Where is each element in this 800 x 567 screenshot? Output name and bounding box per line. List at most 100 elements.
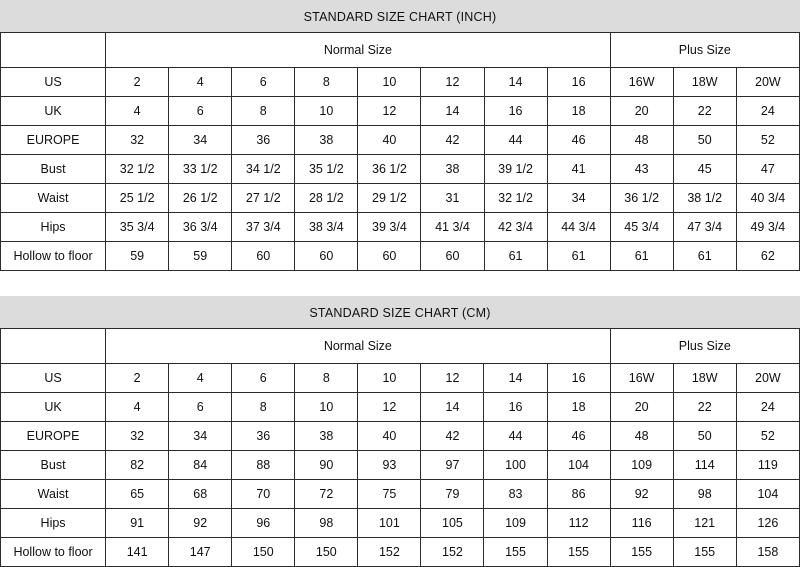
table-cell: 72 xyxy=(294,479,359,509)
table-cell: 14 xyxy=(420,392,485,422)
table-row: Hollow to floor 59 59 60 60 60 60 61 61 61 61 62 xyxy=(0,241,800,271)
group-header-normal-size: Normal Size xyxy=(105,32,611,68)
table-cell: 141 xyxy=(105,537,170,567)
table-cell: 61 xyxy=(546,241,611,271)
table-cell: 28 1/2 xyxy=(294,183,359,213)
table-cell: 12 xyxy=(357,96,422,126)
table-cell: 6 xyxy=(231,363,296,393)
group-header-row: Normal Size Plus Size xyxy=(0,328,800,364)
table-cell: 18 xyxy=(546,96,611,126)
table-cell: 14 xyxy=(483,67,548,97)
table-cell: 16 xyxy=(483,392,548,422)
table-cell: 92 xyxy=(168,508,233,538)
row-label-waist: Waist xyxy=(0,479,107,509)
table-cell: 93 xyxy=(357,450,422,480)
table-cell: 48 xyxy=(609,125,674,155)
table-cell: 2 xyxy=(105,67,170,97)
table-cell: 98 xyxy=(294,508,359,538)
table-cell: 34 xyxy=(546,183,611,213)
table-row: Waist 25 1/2 26 1/2 27 1/2 28 1/2 29 1/2 31 32 … xyxy=(0,183,800,213)
table-cell: 155 xyxy=(609,537,674,567)
table-cell: 32 xyxy=(105,125,170,155)
table-cell: 75 xyxy=(357,479,422,509)
table-cell: 14 xyxy=(420,96,485,126)
table-cell: 20W xyxy=(735,67,800,97)
table-cell: 22 xyxy=(672,96,737,126)
table-cell: 16 xyxy=(546,67,611,97)
table-cell: 152 xyxy=(420,537,485,567)
table-cell: 47 3/4 xyxy=(672,212,737,242)
table-cell: 155 xyxy=(672,537,737,567)
row-label-europe: EUROPE xyxy=(0,125,107,155)
table-cell: 109 xyxy=(609,450,674,480)
table-cell: 84 xyxy=(168,450,233,480)
table-cell: 114 xyxy=(672,450,737,480)
table-cell: 12 xyxy=(357,392,422,422)
table-cell: 32 1/2 xyxy=(483,183,548,213)
table-cell: 34 xyxy=(168,421,233,451)
table-cell: 150 xyxy=(294,537,359,567)
table-cell: 49 3/4 xyxy=(735,212,800,242)
table-cell: 10 xyxy=(357,67,422,97)
table-cell: 97 xyxy=(420,450,485,480)
group-header-corner xyxy=(0,32,107,68)
table-cell: 60 xyxy=(420,241,485,271)
table-cell: 121 xyxy=(672,508,737,538)
table-cell: 68 xyxy=(168,479,233,509)
table-cell: 18W xyxy=(672,67,737,97)
table-cell: 59 xyxy=(105,241,170,271)
table-cell: 36 1/2 xyxy=(357,154,422,184)
row-label-bust: Bust xyxy=(0,450,107,480)
group-header-row: Normal Size Plus Size xyxy=(0,32,800,68)
row-label-europe: EUROPE xyxy=(0,421,107,451)
table-cell: 60 xyxy=(357,241,422,271)
table-cell: 52 xyxy=(735,125,800,155)
table-cell: 14 xyxy=(483,363,548,393)
table-cell: 50 xyxy=(672,125,737,155)
table-cell: 36 1/2 xyxy=(609,183,674,213)
table-cell: 8 xyxy=(231,96,296,126)
table-cell: 101 xyxy=(357,508,422,538)
table-cell: 8 xyxy=(294,67,359,97)
table-cell: 25 1/2 xyxy=(105,183,170,213)
table-cell: 4 xyxy=(105,96,170,126)
group-header-plus-size: Plus Size xyxy=(609,32,800,68)
table-cell: 27 1/2 xyxy=(231,183,296,213)
table-cell: 40 xyxy=(357,125,422,155)
table-cell: 44 xyxy=(483,421,548,451)
table-row: Hollow to floor 141 147 150 150 152 152 155 155 1… xyxy=(0,537,800,567)
table-cell: 10 xyxy=(294,392,359,422)
table-cell: 40 xyxy=(357,421,422,451)
table-cell: 22 xyxy=(672,392,737,422)
table-body-inch: STANDARD SIZE CHART (INCH) Normal Size Plu… xyxy=(0,0,800,271)
table-cell: 98 xyxy=(672,479,737,509)
table-cell: 44 xyxy=(483,125,548,155)
table-cell: 60 xyxy=(294,241,359,271)
table-cell: 152 xyxy=(357,537,422,567)
table-cell: 6 xyxy=(168,392,233,422)
table-cell: 34 1/2 xyxy=(231,154,296,184)
table-cell: 41 3/4 xyxy=(420,212,485,242)
table-cell: 34 xyxy=(168,125,233,155)
table-cell: 16 xyxy=(546,363,611,393)
table-cell: 29 1/2 xyxy=(357,183,422,213)
table-cell: 16 xyxy=(483,96,548,126)
table-cell: 61 xyxy=(483,241,548,271)
table-cell: 31 xyxy=(420,183,485,213)
size-chart-table-cm: STANDARD SIZE CHART (CM) Normal Size Plus … xyxy=(0,296,800,567)
table-cell: 33 1/2 xyxy=(168,154,233,184)
size-chart-cm: STANDARD SIZE CHART (CM) Normal Size Plus … xyxy=(0,296,800,567)
table-cell: 48 xyxy=(609,421,674,451)
table-cell: 65 xyxy=(105,479,170,509)
table-cell: 82 xyxy=(105,450,170,480)
table-cell: 20W xyxy=(735,363,800,393)
table-cell: 32 xyxy=(105,421,170,451)
table-cell: 104 xyxy=(546,450,611,480)
table-row: UK 4 6 8 10 12 14 16 18 20 22 24 xyxy=(0,96,800,126)
table-cell: 61 xyxy=(609,241,674,271)
table-cell: 96 xyxy=(231,508,296,538)
chart-title: STANDARD SIZE CHART (INCH) xyxy=(0,0,800,33)
table-cell: 150 xyxy=(231,537,296,567)
table-cell: 36 3/4 xyxy=(168,212,233,242)
